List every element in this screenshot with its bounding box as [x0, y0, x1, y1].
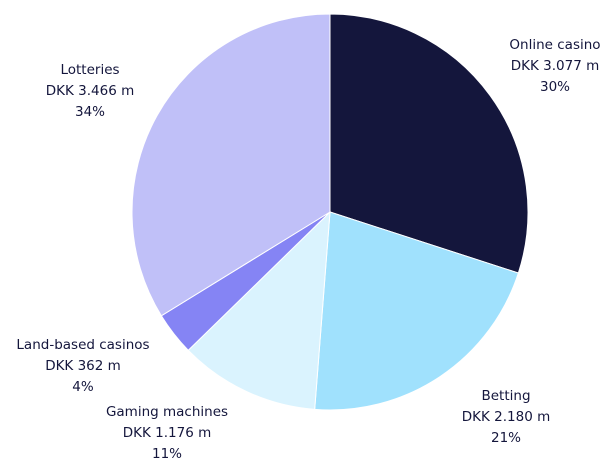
slice-label: Betting: [481, 388, 530, 404]
pie-slice: [187, 210, 331, 410]
pie-slice: [131, 13, 331, 317]
percent-label: 4%: [72, 379, 94, 395]
percent-label: 30%: [540, 79, 570, 95]
pie-slice: [314, 211, 519, 411]
value-label: DKK 3.466 m: [46, 83, 134, 99]
value-label: DKK 362 m: [45, 358, 121, 374]
percent-label: 21%: [491, 430, 521, 446]
slice-label: Land-based casinos: [16, 337, 149, 353]
pie-slice: [329, 13, 529, 274]
value-label: DKK 2.180 m: [462, 409, 550, 425]
percent-label: 34%: [75, 104, 105, 120]
slice-label: Online casino: [509, 37, 600, 53]
slice-label: Gaming machines: [106, 404, 228, 420]
value-label: DKK 1.176 m: [123, 425, 211, 441]
percent-label: 11%: [152, 446, 182, 462]
slice-label: Lotteries: [60, 62, 119, 78]
value-label: DKK 3.077 m: [511, 58, 599, 74]
